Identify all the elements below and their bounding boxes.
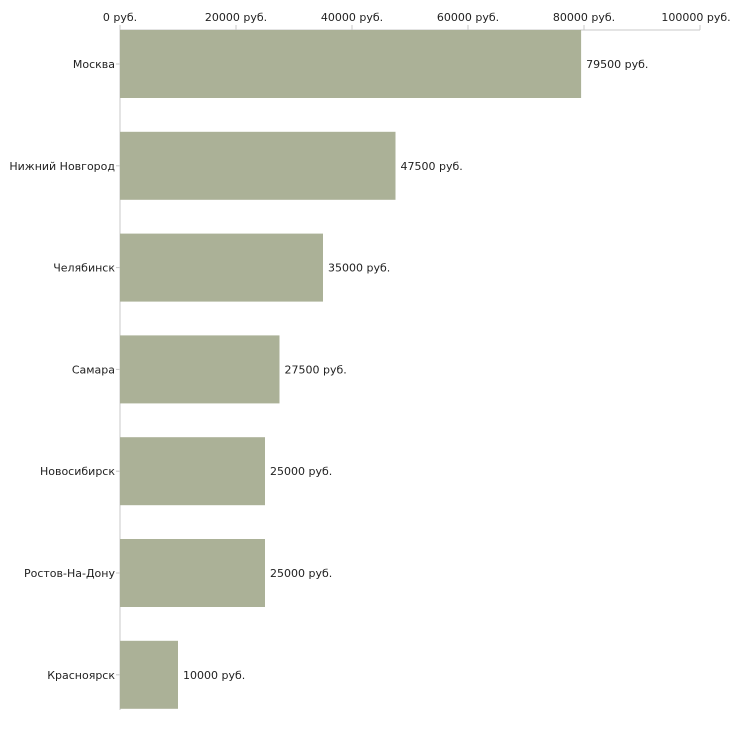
bar	[120, 131, 396, 200]
category-label: Челябинск	[53, 262, 115, 275]
category-label: Нижний Новгород	[9, 160, 115, 173]
data-label: 25000 руб.	[270, 567, 332, 580]
x-tick-label: 40000 руб.	[321, 11, 383, 24]
data-label: 35000 руб.	[328, 262, 390, 275]
data-label: 79500 руб.	[586, 58, 648, 71]
category-label: Красноярск	[47, 669, 115, 682]
category-label: Самара	[72, 363, 115, 376]
bars	[120, 30, 582, 709]
data-label: 27500 руб.	[285, 363, 347, 376]
category-label: Москва	[73, 58, 115, 71]
bar	[120, 539, 265, 607]
bar	[120, 233, 323, 302]
x-tick-label: 20000 руб.	[205, 11, 267, 24]
x-tick-label: 100000 руб.	[661, 11, 730, 24]
x-tick-label: 0 руб.	[103, 11, 137, 24]
x-tick-label: 80000 руб.	[553, 11, 615, 24]
bar	[120, 30, 582, 98]
bar	[120, 437, 265, 506]
data-label: 47500 руб.	[401, 160, 463, 173]
bar	[120, 640, 178, 709]
category-label: Новосибирск	[40, 465, 115, 478]
category-labels: Москва Нижний Новгород Челябинск Самара Ново…	[9, 58, 120, 682]
bar	[120, 335, 280, 404]
x-tick-label: 60000 руб.	[437, 11, 499, 24]
data-label: 10000 руб.	[183, 669, 245, 682]
category-label: Ростов-На-Дону	[24, 567, 115, 580]
data-label: 25000 руб.	[270, 465, 332, 478]
data-labels: 79500 руб. 47500 руб. 35000 руб. 27500 руб.…	[183, 58, 648, 682]
